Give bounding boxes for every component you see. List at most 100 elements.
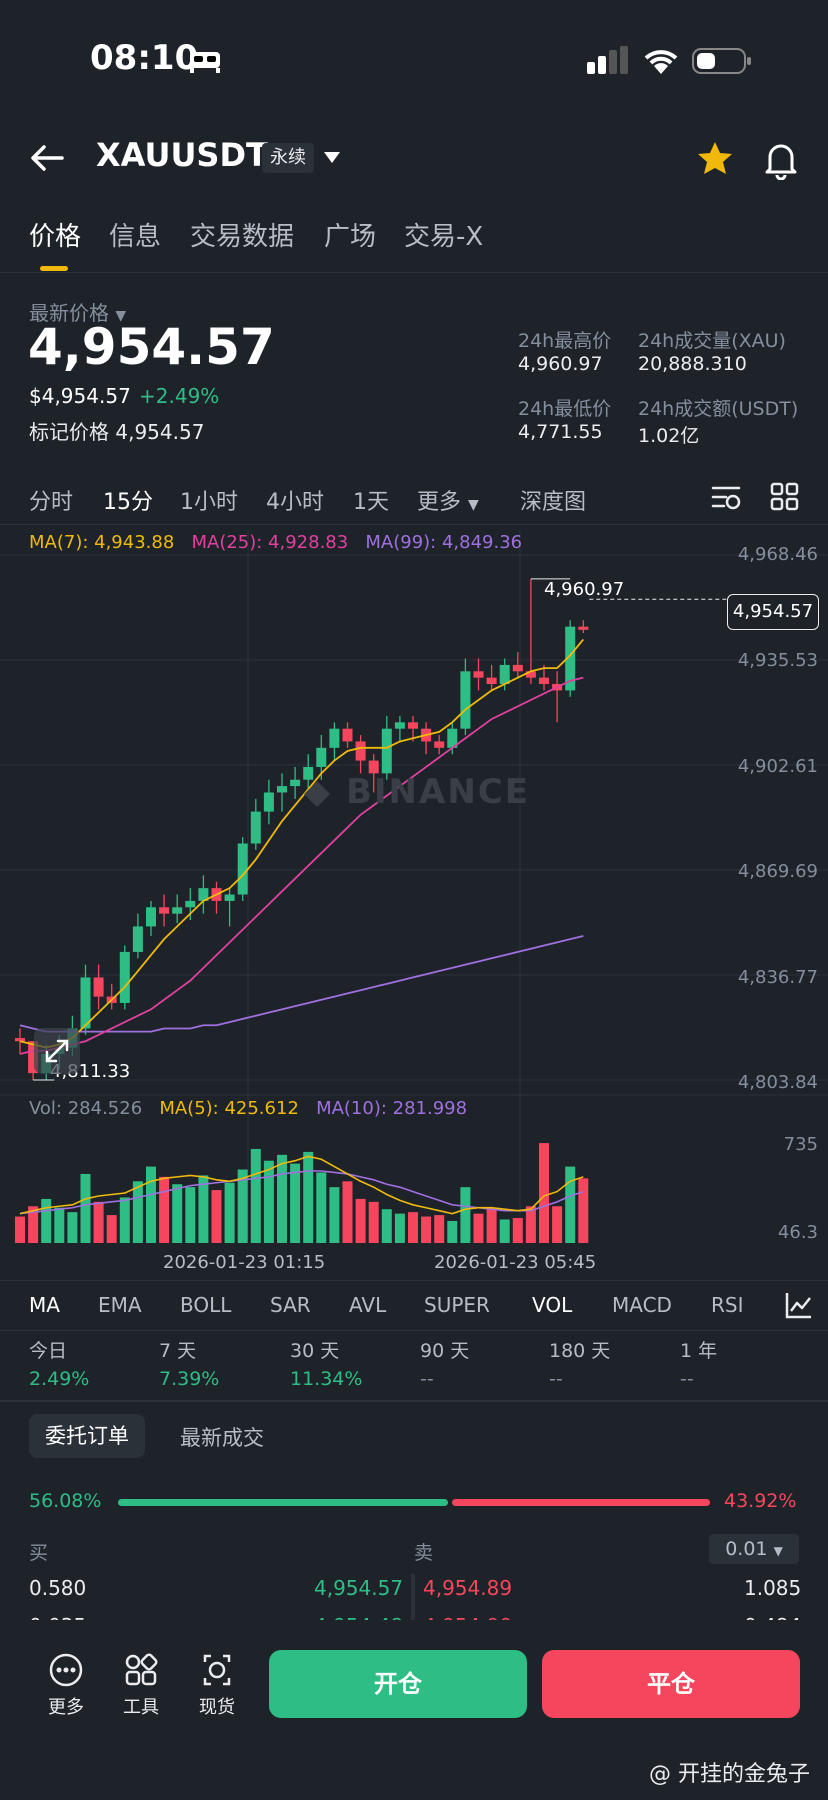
interval-15m[interactable]: 15分 (103, 490, 153, 515)
candle-body (146, 907, 156, 927)
volume-bar (132, 1181, 143, 1243)
binance-watermark-logo: ◆ BINANCE (304, 772, 530, 812)
interval-1d[interactable]: 1天 (353, 490, 389, 515)
ask-price-row1[interactable]: 4,954.89 (423, 1576, 513, 1600)
mark-price-row: 标记价格 4,954.57 (29, 420, 205, 444)
candle-body (355, 741, 366, 761)
perf-value-1y: -- (680, 1368, 694, 1390)
stat-amount-label: 24h成交额(USDT) (638, 398, 799, 420)
volume-bar (525, 1206, 536, 1243)
spot-button[interactable]: 现货 (191, 1652, 243, 1719)
layout-grid-icon[interactable] (770, 482, 800, 512)
volume-ma10-line (19, 1170, 584, 1215)
ma7-line (19, 638, 584, 1049)
candle-body (250, 811, 261, 844)
indicator-macd[interactable]: MACD (612, 1293, 672, 1317)
candle-body (172, 907, 183, 914)
indicator-boll[interactable]: BOLL (180, 1293, 232, 1317)
indicator-avl[interactable]: AVL (349, 1293, 387, 1317)
candle-body (342, 728, 353, 742)
volume-bar (106, 1215, 117, 1243)
symbol-dropdown-icon[interactable] (322, 150, 342, 166)
volume-bar (499, 1219, 510, 1243)
tab-price[interactable]: 价格 (29, 222, 82, 252)
x-tick-1: 2026-01-23 01:15 (163, 1252, 326, 1273)
wifi-icon (644, 50, 678, 74)
indicator-ma[interactable]: MA (29, 1293, 60, 1317)
indicator-super[interactable]: SUPER (424, 1293, 490, 1317)
volume-bar (368, 1201, 379, 1243)
close-position-button[interactable]: 平仓 (542, 1650, 800, 1718)
tools-label: 工具 (123, 1697, 159, 1718)
indicator-chart-icon[interactable] (784, 1290, 814, 1320)
indicator-sar[interactable]: SAR (270, 1293, 311, 1317)
indicator-vol[interactable]: VOL (532, 1293, 573, 1317)
ma-legend: MA(7): 4,943.88 MA(25): 4,928.83 MA(99):… (29, 532, 522, 553)
interval-4h[interactable]: 4小时 (266, 490, 324, 515)
open-position-button[interactable]: 开仓 (269, 1650, 527, 1718)
perf-value-180d: -- (549, 1368, 563, 1390)
candle-body (290, 779, 301, 787)
perf-label-1y: 1 年 (680, 1340, 718, 1362)
tab-order-book[interactable]: 委托订单 (29, 1414, 145, 1458)
stat-high-value: 4,960.97 (518, 353, 603, 375)
bid-price-row1[interactable]: 4,954.57 (314, 1576, 404, 1600)
candle-body (394, 722, 405, 729)
symbol-title[interactable]: XAUUSDT (96, 136, 268, 174)
depth-chart-tab[interactable]: 深度图 (520, 490, 587, 515)
stat-volume-label: 24h成交量(XAU) (638, 330, 786, 352)
sell-column-label: 卖 (414, 1542, 434, 1564)
tab-info[interactable]: 信息 (109, 222, 162, 252)
precision-select[interactable]: 0.01 ▼ (709, 1534, 799, 1564)
candle-body (303, 766, 314, 780)
candlestick-chart[interactable] (0, 520, 828, 1250)
volume-bar (263, 1160, 274, 1243)
y-tick-4: 4,869.69 (737, 861, 818, 882)
chart-settings-icon[interactable] (710, 482, 742, 512)
more-button[interactable]: 更多 (40, 1652, 92, 1719)
volume-bar (290, 1163, 301, 1243)
volume-bar (394, 1213, 405, 1243)
y-tick-1: 4,968.46 (737, 544, 818, 565)
volume-bar (80, 1173, 91, 1243)
buy-ratio: 56.08% (29, 1490, 102, 1512)
fullscreen-expand-icon[interactable] (34, 1028, 80, 1074)
tab-square[interactable]: 广场 (324, 222, 377, 252)
x-tick-2: 2026-01-23 05:45 (434, 1252, 597, 1273)
back-arrow-icon[interactable] (28, 140, 68, 176)
sell-ratio: 43.92% (724, 1490, 797, 1512)
volume-bar (539, 1143, 549, 1243)
ma7-legend: MA(7): 4,943.88 (29, 532, 175, 553)
volume-legend: Vol: 284.526 MA(5): 425.612 MA(10): 281.… (29, 1098, 468, 1119)
candle-body (93, 977, 104, 997)
watermark-text: @ 开挂的金兔子 (649, 1762, 810, 1787)
candle-body (473, 671, 484, 678)
spot-icon (203, 1654, 231, 1686)
indicator-ema[interactable]: EMA (98, 1293, 142, 1317)
interval-1h[interactable]: 1小时 (180, 490, 238, 515)
favorite-star-icon[interactable] (696, 140, 734, 178)
volume-bar (342, 1181, 353, 1243)
volume-bar (119, 1197, 130, 1243)
candle-body (408, 722, 418, 729)
y-tick-3: 4,902.61 (737, 756, 818, 777)
tools-button[interactable]: 工具 (115, 1652, 167, 1719)
volume-bar (578, 1178, 589, 1243)
interval-line[interactable]: 分时 (29, 490, 74, 515)
high-marker-label: 4,960.97 (544, 579, 625, 600)
stat-volume-value: 20,888.310 (638, 353, 747, 375)
tab-latest-trades[interactable]: 最新成交 (180, 1426, 264, 1450)
volume-bar (355, 1198, 366, 1243)
candle-body (159, 907, 170, 914)
volume-bar (250, 1148, 261, 1243)
notification-bell-icon[interactable] (762, 140, 800, 180)
candle-body (185, 900, 196, 908)
interval-more[interactable]: 更多 ▼ (417, 490, 479, 515)
performance-divider (0, 1400, 828, 1402)
latest-price-label[interactable]: 最新价格 ▼ (29, 301, 127, 325)
volume-bar (277, 1154, 287, 1243)
chart-bottom-divider (0, 1280, 828, 1281)
indicator-rsi[interactable]: RSI (711, 1293, 744, 1317)
tab-trading-data[interactable]: 交易数据 (190, 222, 295, 252)
tab-trade-x[interactable]: 交易-X (404, 222, 484, 252)
